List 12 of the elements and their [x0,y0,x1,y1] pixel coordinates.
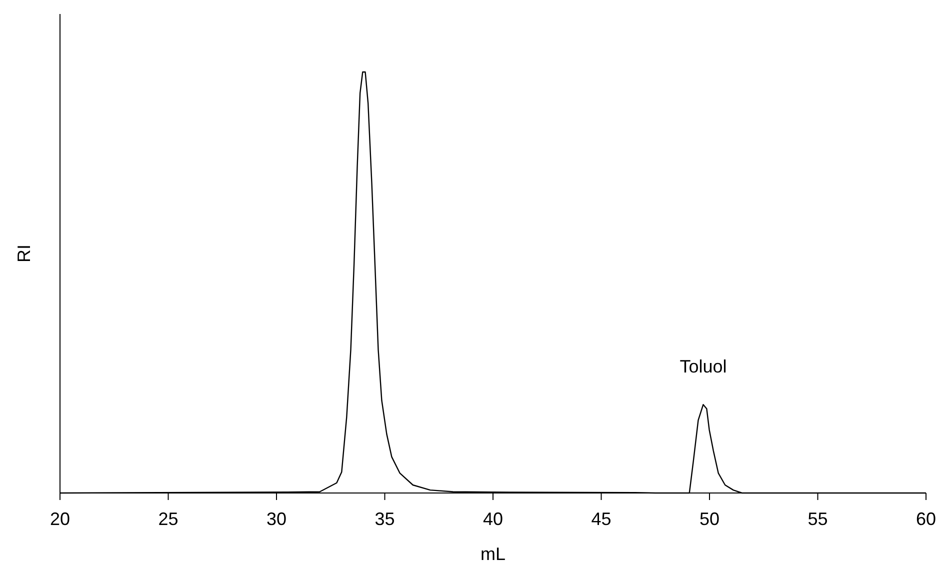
x-tick-label: 30 [266,509,287,529]
x-tick-label: 50 [699,509,720,529]
annotation: Toluol [680,356,727,377]
x-tick-label: 35 [374,509,395,529]
x-tick-label: 60 [916,509,936,529]
x-axis-title: mL [480,544,506,564]
x-tick-label: 45 [591,509,612,529]
x-tick-label: 40 [482,509,504,529]
y-axis-title: RI [14,244,34,262]
x-tick-label: 20 [50,509,70,529]
x-tick-label: 55 [808,509,828,529]
x-tick-label: 25 [158,509,178,529]
